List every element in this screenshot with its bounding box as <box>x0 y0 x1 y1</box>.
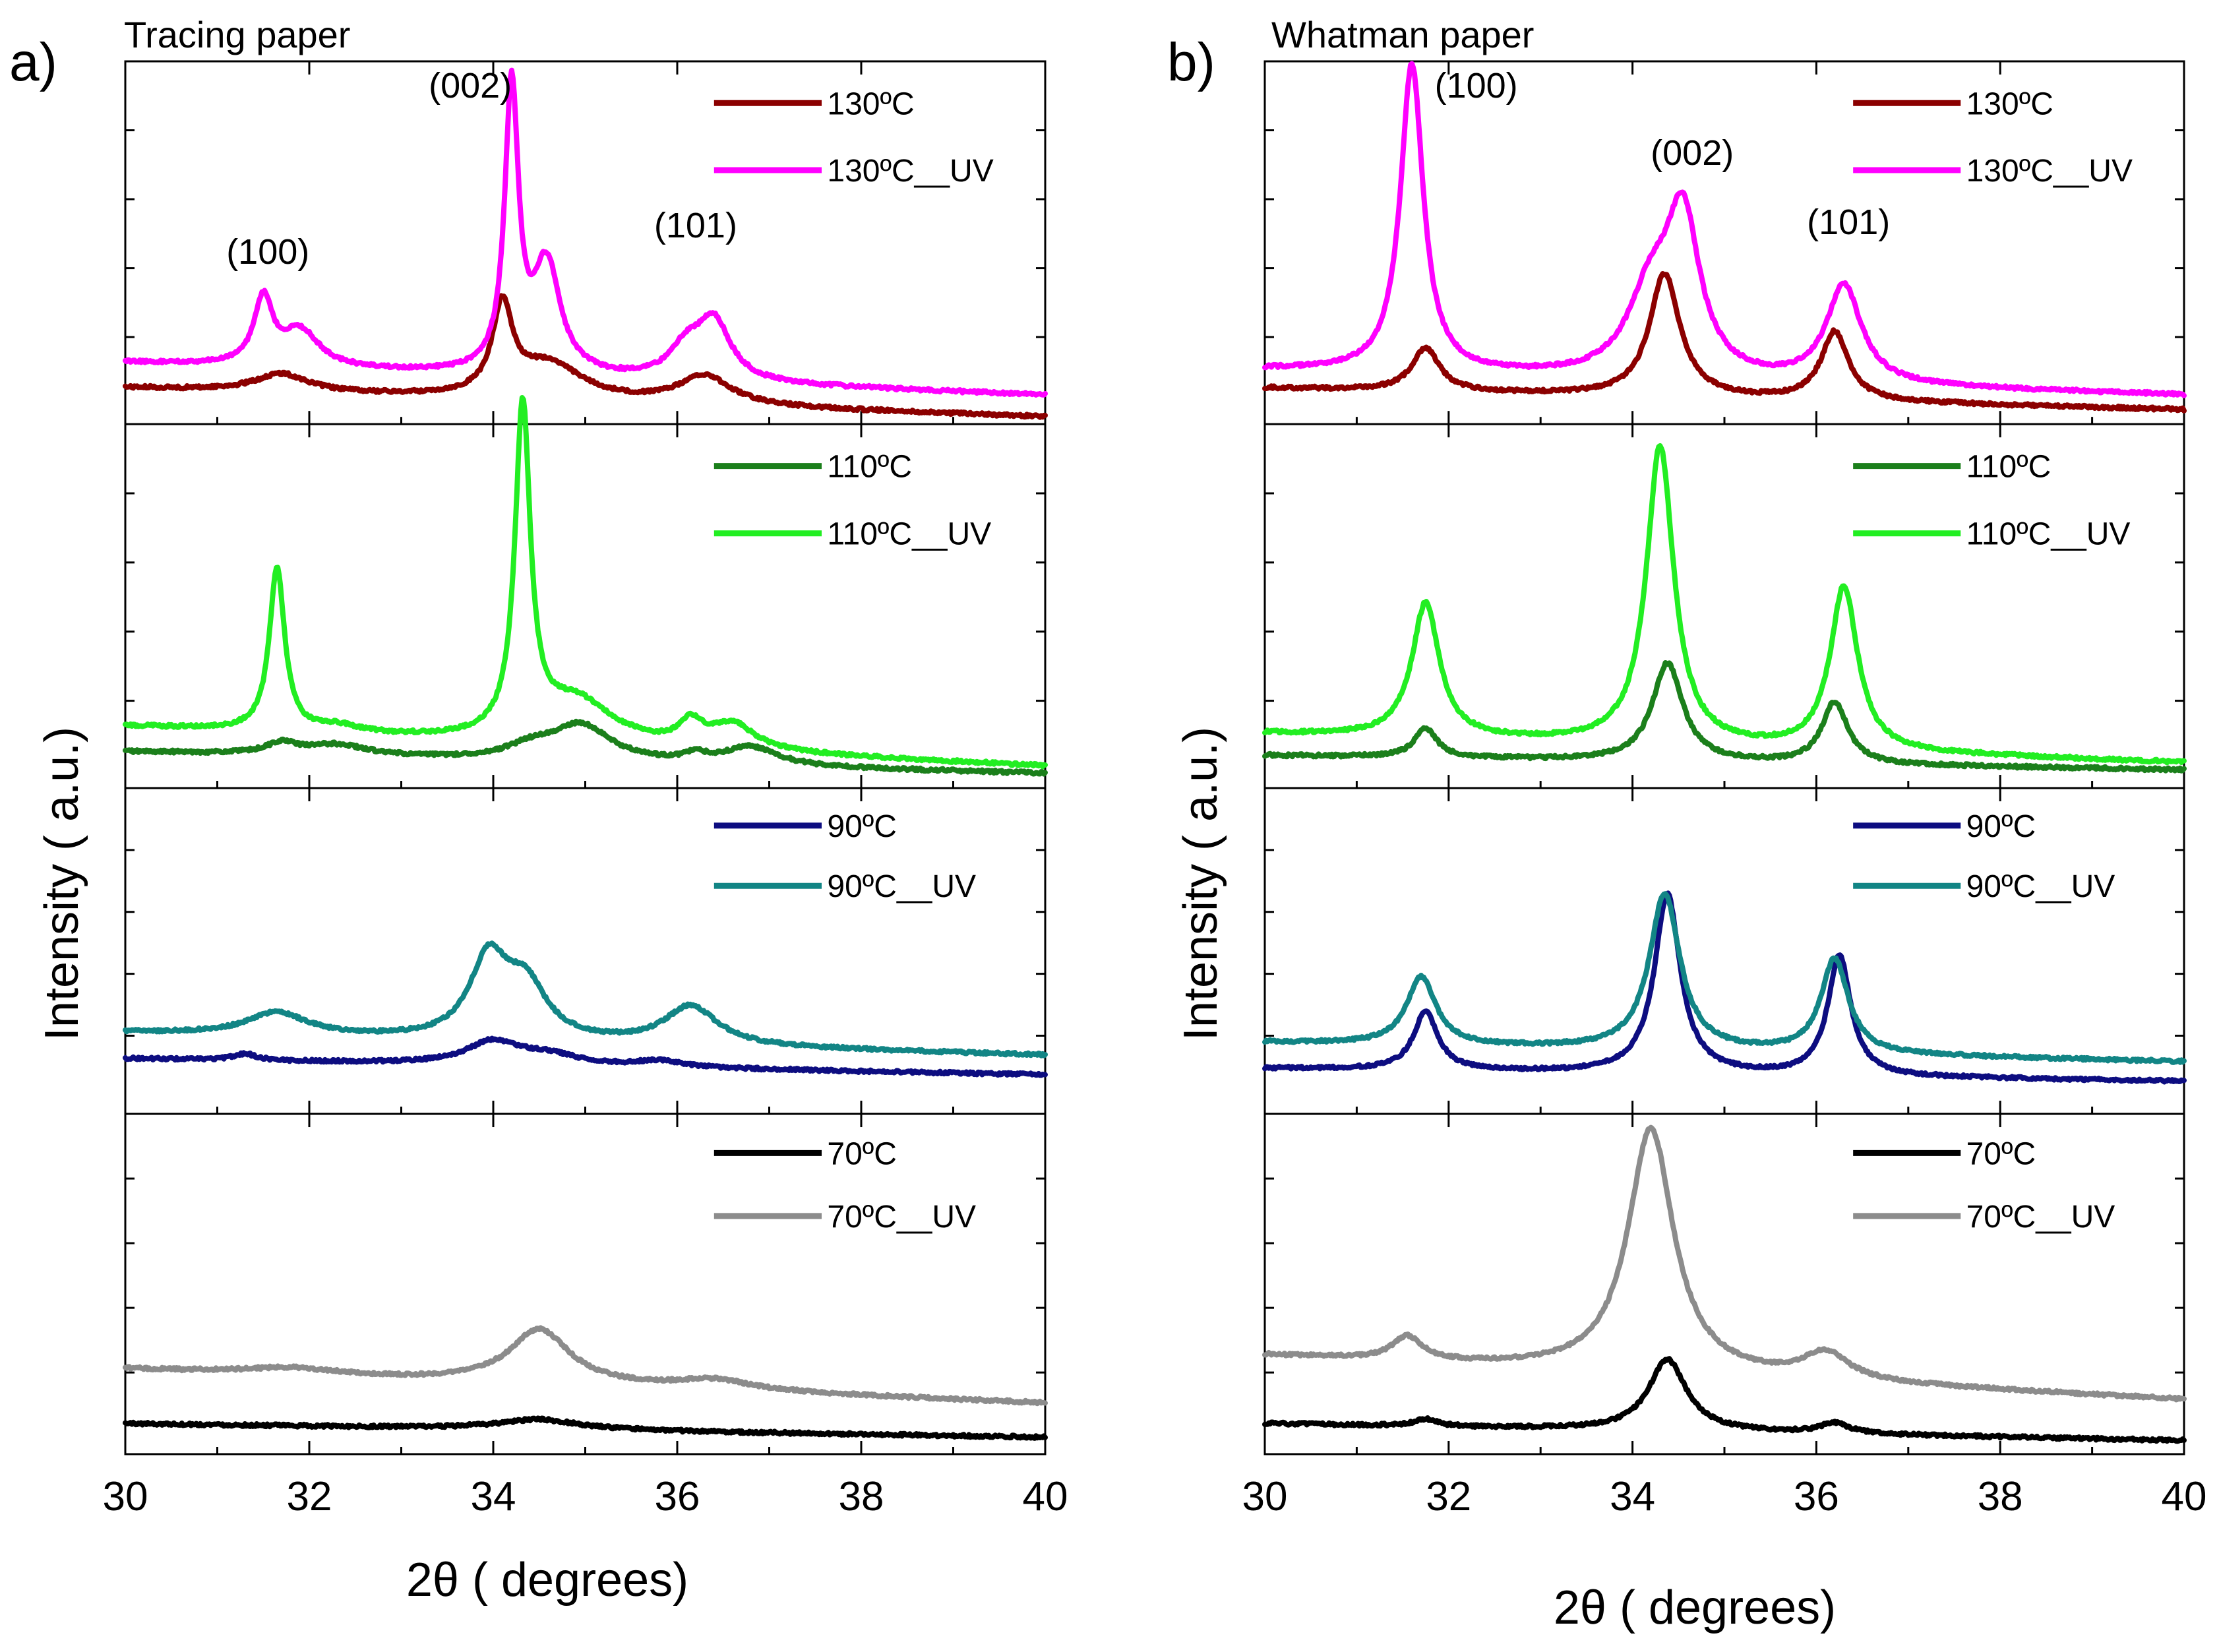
x-tick-label: 34 <box>1610 1474 1655 1519</box>
x-tick-label: 34 <box>471 1474 516 1519</box>
series-line-110ºC__UV <box>1262 443 2187 766</box>
peak-label: (100) <box>1435 66 1518 106</box>
x-tick-label: 38 <box>1978 1474 2023 1519</box>
series-line-90ºC__UV <box>123 940 1048 1058</box>
series-line-90ºC <box>123 1035 1048 1078</box>
peak-label: (100) <box>226 232 309 272</box>
peak-label: (101) <box>654 206 737 245</box>
legend-label: 70ºC <box>1966 1136 2036 1171</box>
panel-b-title: Whatman paper <box>1271 14 1534 55</box>
series-line-110ºC__UV <box>123 395 1048 770</box>
x-tick-label: 30 <box>1242 1474 1288 1519</box>
legend-label: 130ºC__UV <box>827 154 993 189</box>
legend-label: 90ºC <box>1966 809 2036 844</box>
legend-label: 110ºC__UV <box>827 517 991 552</box>
peak-label: (101) <box>1807 202 1890 242</box>
panel-b: b) Whatman paper Intensity ( a.u.) 2θ ( … <box>1167 14 2206 1634</box>
x-tick-label: 40 <box>1023 1474 1068 1519</box>
legend-label: 110ºC <box>827 450 912 485</box>
panel-a-xlabel: 2θ ( degrees) <box>406 1554 688 1606</box>
panel-a: a) Tracing paper Intensity ( a.u.) 2θ ( … <box>9 14 1068 1606</box>
panel-a-letter: a) <box>9 32 57 92</box>
legend-label: 130ºC <box>827 86 914 121</box>
legend-label: 90ºC__UV <box>827 869 976 904</box>
series-line-130ºC__UV <box>123 67 1048 398</box>
legend-label: 70ºC <box>827 1136 897 1171</box>
series-line-110ºC <box>123 718 1048 777</box>
legend-label: 90ºC__UV <box>1966 869 2115 904</box>
legend-label: 110ºC <box>1966 450 2052 485</box>
panel-a-ylabel: Intensity ( a.u.) <box>36 727 88 1041</box>
x-tick-label: 32 <box>1426 1474 1471 1519</box>
series-line-70ºC <box>123 1415 1048 1441</box>
x-tick-label: 30 <box>103 1474 148 1519</box>
panel-a-title: Tracing paper <box>124 14 350 55</box>
x-tick-label: 36 <box>655 1474 700 1519</box>
x-tick-label: 36 <box>1794 1474 1839 1519</box>
x-tick-label: 38 <box>839 1474 884 1519</box>
x-tick-label: 32 <box>287 1474 332 1519</box>
series-line-130ºC <box>123 293 1048 420</box>
legend-label: 130ºC <box>1966 86 2053 121</box>
legend-label: 70ºC__UV <box>827 1200 976 1235</box>
panel-b-letter: b) <box>1167 32 1215 92</box>
panel-b-ylabel: Intensity ( a.u.) <box>1174 727 1227 1041</box>
series-line-70ºC <box>1262 1356 2187 1444</box>
series-line-70ºC__UV <box>123 1325 1048 1407</box>
series-line-130ºC__UV <box>1262 61 2187 398</box>
series-line-110ºC <box>1262 660 2187 774</box>
series-line-70ºC__UV <box>1262 1124 2187 1403</box>
series-line-90ºC <box>1262 890 2187 1085</box>
x-tick-label: 40 <box>2162 1474 2207 1519</box>
peak-label: (002) <box>429 66 512 106</box>
legend-label: 70ºC__UV <box>1966 1200 2115 1235</box>
legend-label: 130ºC__UV <box>1966 154 2133 189</box>
series-line-90ºC__UV <box>1262 891 2187 1065</box>
legend-label: 110ºC__UV <box>1966 517 2131 552</box>
series-line-130ºC <box>1262 271 2187 413</box>
panel-b-xlabel: 2θ ( degrees) <box>1554 1581 1836 1634</box>
legend-label: 90ºC <box>827 809 897 844</box>
peak-label: (002) <box>1651 133 1734 173</box>
